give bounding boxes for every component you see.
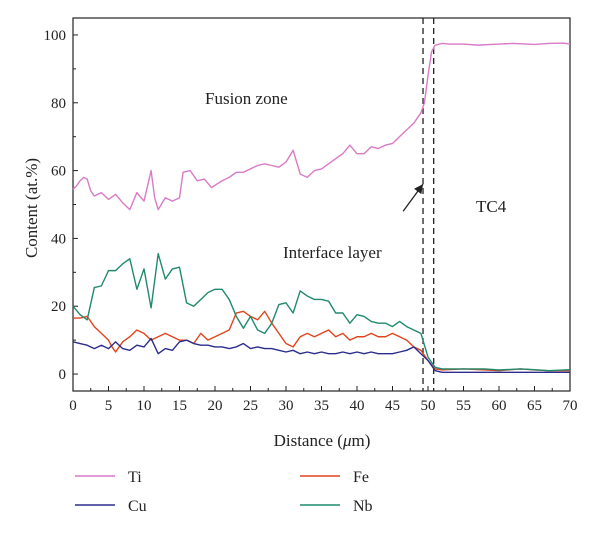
- y-tick-label: 100: [44, 28, 67, 44]
- x-tick-label: 10: [137, 398, 152, 414]
- series-line-cu: [72, 337, 570, 374]
- x-tick-label: 45: [385, 398, 400, 414]
- x-tick-label: 40: [350, 398, 365, 414]
- x-tick-label: 0: [69, 398, 77, 414]
- y-tick-label: 20: [51, 299, 66, 315]
- axis-ticks: 0 5 10 15 20 25 30 35 40 45 50 55 60 65 70 0 20 40 60 80 100: [44, 28, 578, 414]
- x-tick-label: 65: [527, 398, 542, 414]
- annotations: Fusion zone TC4 Interface layer: [205, 89, 507, 262]
- interface-layer-label: Interface layer: [283, 243, 382, 262]
- x-tick-label: 55: [456, 398, 471, 414]
- series-lines: [72, 42, 571, 374]
- interface-arrow-head: [414, 184, 424, 195]
- x-tick-label: 25: [243, 398, 258, 414]
- y-tick-label: 80: [51, 96, 66, 112]
- x-axis-title: Distance (μm): [274, 431, 371, 450]
- x-tick-label: 5: [105, 398, 113, 414]
- x-tick-label: 50: [421, 398, 436, 414]
- x-tick-label: 70: [563, 398, 578, 414]
- x-tick-label: 20: [208, 398, 223, 414]
- legend-label-nb: Nb: [353, 498, 373, 515]
- legend: Ti Fe Cu Nb: [75, 469, 373, 515]
- y-tick-label: 40: [51, 231, 66, 247]
- series-line-nb: [72, 252, 571, 372]
- x-tick-label: 35: [314, 398, 329, 414]
- fusion-zone-label: Fusion zone: [205, 89, 288, 108]
- y-axis-title: Content (at.%): [22, 158, 41, 258]
- series-line-fe: [73, 310, 570, 372]
- axis-titles: Distance (μm) Content (at.%): [22, 158, 370, 450]
- tc4-label: TC4: [476, 197, 507, 216]
- x-tick-label: 30: [279, 398, 294, 414]
- legend-label-cu: Cu: [128, 498, 147, 515]
- legend-label-fe: Fe: [353, 469, 369, 486]
- legend-label-ti: Ti: [128, 469, 142, 486]
- x-tick-label: 15: [172, 398, 187, 414]
- x-tick-label: 60: [492, 398, 507, 414]
- y-tick-label: 60: [51, 164, 66, 180]
- series-line-ti: [72, 42, 571, 211]
- y-tick-label: 0: [59, 367, 67, 383]
